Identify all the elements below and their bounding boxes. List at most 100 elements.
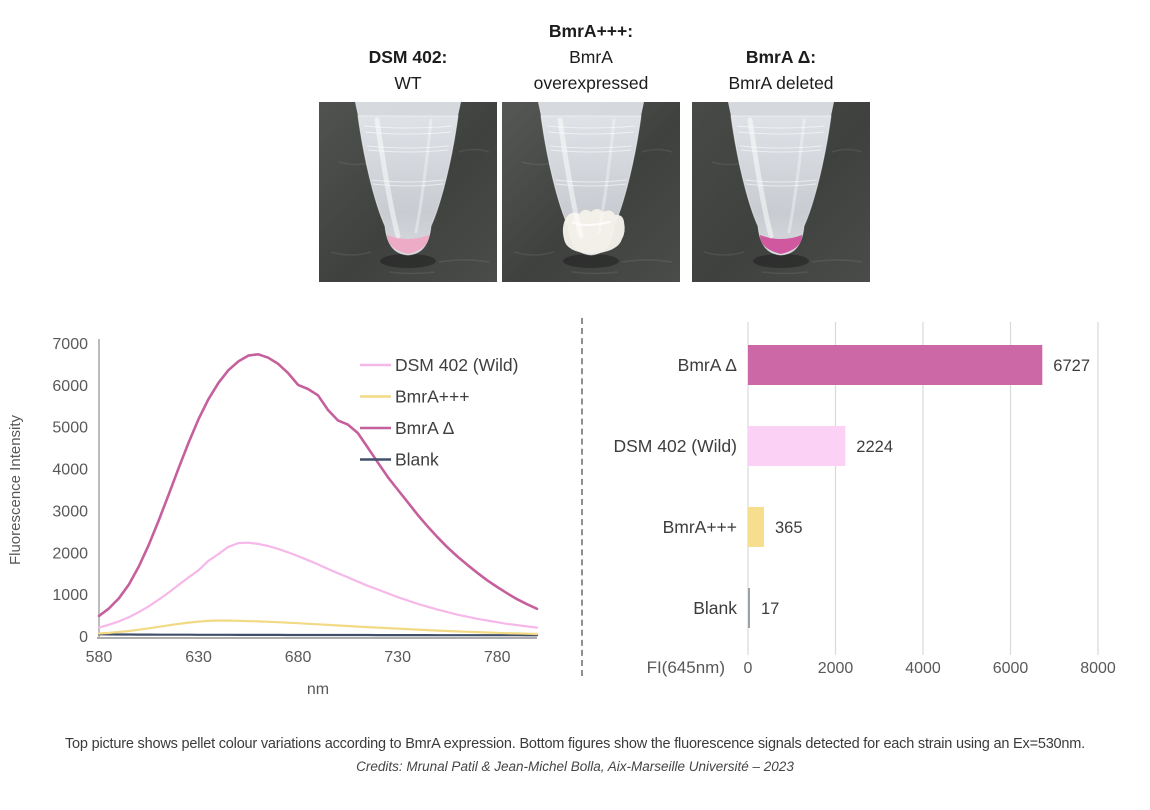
x-tick-label: 4000 <box>905 660 941 677</box>
emission-spectrum-line-chart: 0 1000 2000 3000 4000 5000 6000 7000 580 630 680 73… <box>7 336 539 698</box>
x-axis-title: FI(645nm) <box>647 658 725 677</box>
tube-cap-rim <box>355 102 461 116</box>
legend-label: BmrA+++ <box>395 387 469 407</box>
caption-credits: Credits: Mrunal Patil & Jean-Michel Boll… <box>356 759 794 774</box>
texture-mark <box>513 251 555 256</box>
x-tick-label: 6000 <box>993 660 1029 677</box>
graduation-ring <box>546 125 636 129</box>
y-tick-label: 0 <box>79 629 88 646</box>
tube-title-line: BmrA Δ: <box>745 47 817 67</box>
y-tick-label: 2000 <box>52 545 88 562</box>
line-chart-axes: 0 1000 2000 3000 4000 5000 6000 7000 580 630 680 73… <box>7 336 537 698</box>
texture-mark <box>388 271 436 275</box>
x-tick-label: 780 <box>484 649 511 666</box>
tube-cap-rim <box>728 102 834 116</box>
tube-title-line: WT <box>394 73 422 93</box>
bar-value-label: 2224 <box>856 438 893 456</box>
bar-2 <box>748 426 846 466</box>
graduation-ring <box>744 179 818 183</box>
y-tick-label: 1000 <box>52 587 88 604</box>
bar-category-label: BmrA+++ <box>663 517 737 537</box>
tube-highlight <box>787 118 806 234</box>
pellet <box>760 235 802 254</box>
tube-highlight <box>414 118 433 234</box>
pellet-highlight <box>571 221 611 226</box>
y-tick-label: 6000 <box>52 378 88 395</box>
graduation-ring <box>363 125 453 129</box>
tube-title-bmra-overexpressed: BmrA+++: BmrA overexpressed <box>502 18 680 96</box>
tube-shadow <box>380 254 436 268</box>
tube-photo-bmra-overexpressed <box>502 102 680 282</box>
x-tick-label: 580 <box>86 649 113 666</box>
texture-mark <box>641 148 673 153</box>
tube-cap-rim <box>538 102 644 116</box>
legend-label: Blank <box>395 450 439 470</box>
texture-mark <box>703 251 745 256</box>
tube-title-dsm402: DSM 402: WT <box>319 44 497 96</box>
tube-title-line: BmrA+++: <box>548 21 634 41</box>
fi-645nm-bar-chart: 6727 BmrA Δ 2224 DSM 402 (Wild) 365 BmrA+++ 17… <box>614 322 1116 677</box>
x-axis-title: nm <box>307 681 329 698</box>
caption-text: Top picture shows pellet colour variatio… <box>64 736 1085 752</box>
bar-category-label: DSM 402 (Wild) <box>614 436 738 456</box>
series-line-1 <box>97 541 539 629</box>
series-line-2 <box>97 619 539 636</box>
graduation-ring <box>550 149 632 153</box>
texture-mark <box>458 148 490 153</box>
x-tick-label: 630 <box>185 649 212 666</box>
graduation-ring <box>740 149 822 153</box>
graduation-ring <box>547 131 635 135</box>
x-tick-label: 680 <box>285 649 312 666</box>
tube-title-line: overexpressed <box>533 73 649 93</box>
tube-shadow <box>753 254 809 268</box>
bar-category-label: BmrA Δ <box>678 355 738 375</box>
graduation-ring <box>366 145 450 149</box>
graduation-ring <box>549 145 633 149</box>
tube-photo-image <box>502 102 680 282</box>
y-tick-label: 3000 <box>52 503 88 520</box>
graduation-ring <box>364 131 452 135</box>
graduation-ring <box>739 145 823 149</box>
tube-highlight <box>597 118 616 234</box>
bar-4 <box>748 588 750 628</box>
y-axis-title: Fluorescence Intensity <box>7 414 24 565</box>
y-tick-label: 7000 <box>52 336 88 353</box>
texture-mark <box>761 271 809 275</box>
tube-photo-bmra-deleted <box>692 102 870 282</box>
texture-mark <box>831 148 863 153</box>
tube-highlight <box>557 117 584 239</box>
y-tick-label: 5000 <box>52 420 88 437</box>
texture-mark <box>621 259 673 263</box>
tube-highlight <box>747 117 774 239</box>
graduation-ring <box>736 125 826 129</box>
y-tick-label: 4000 <box>52 462 88 479</box>
tube-shadow <box>563 254 619 268</box>
panel-divider <box>581 318 583 676</box>
graduation-ring <box>372 183 444 187</box>
x-tick-label: 730 <box>384 649 411 666</box>
tube-title-line: BmrA <box>569 47 613 67</box>
texture-mark <box>438 259 490 263</box>
x-tick-label: 8000 <box>1080 660 1116 677</box>
line-chart-legend: DSM 402 (Wild) BmrA+++ BmrA Δ Blank <box>360 355 519 470</box>
legend-label: DSM 402 (Wild) <box>395 355 519 375</box>
graduation-ring <box>371 179 445 183</box>
x-tick-label: 0 <box>744 660 753 677</box>
graduation-ring <box>554 179 628 183</box>
tube-photo-image <box>319 102 497 282</box>
tube-title-line: DSM 402: <box>368 47 448 67</box>
series-line-3 <box>97 352 539 618</box>
series-line-4 <box>97 633 539 637</box>
x-tick-label: 2000 <box>818 660 854 677</box>
legend-label: BmrA Δ <box>395 418 455 438</box>
tube-title-line: BmrA deleted <box>728 73 834 93</box>
graduation-ring <box>555 183 627 187</box>
graduation-ring <box>367 149 449 153</box>
texture-mark <box>571 271 619 275</box>
tube-title-bmra-deleted: BmrA Δ: BmrA deleted <box>692 44 870 96</box>
bar-category-label: Blank <box>693 598 737 618</box>
bar-value-label: 6727 <box>1053 357 1090 375</box>
texture-mark <box>811 259 863 263</box>
bar-1 <box>748 345 1043 385</box>
